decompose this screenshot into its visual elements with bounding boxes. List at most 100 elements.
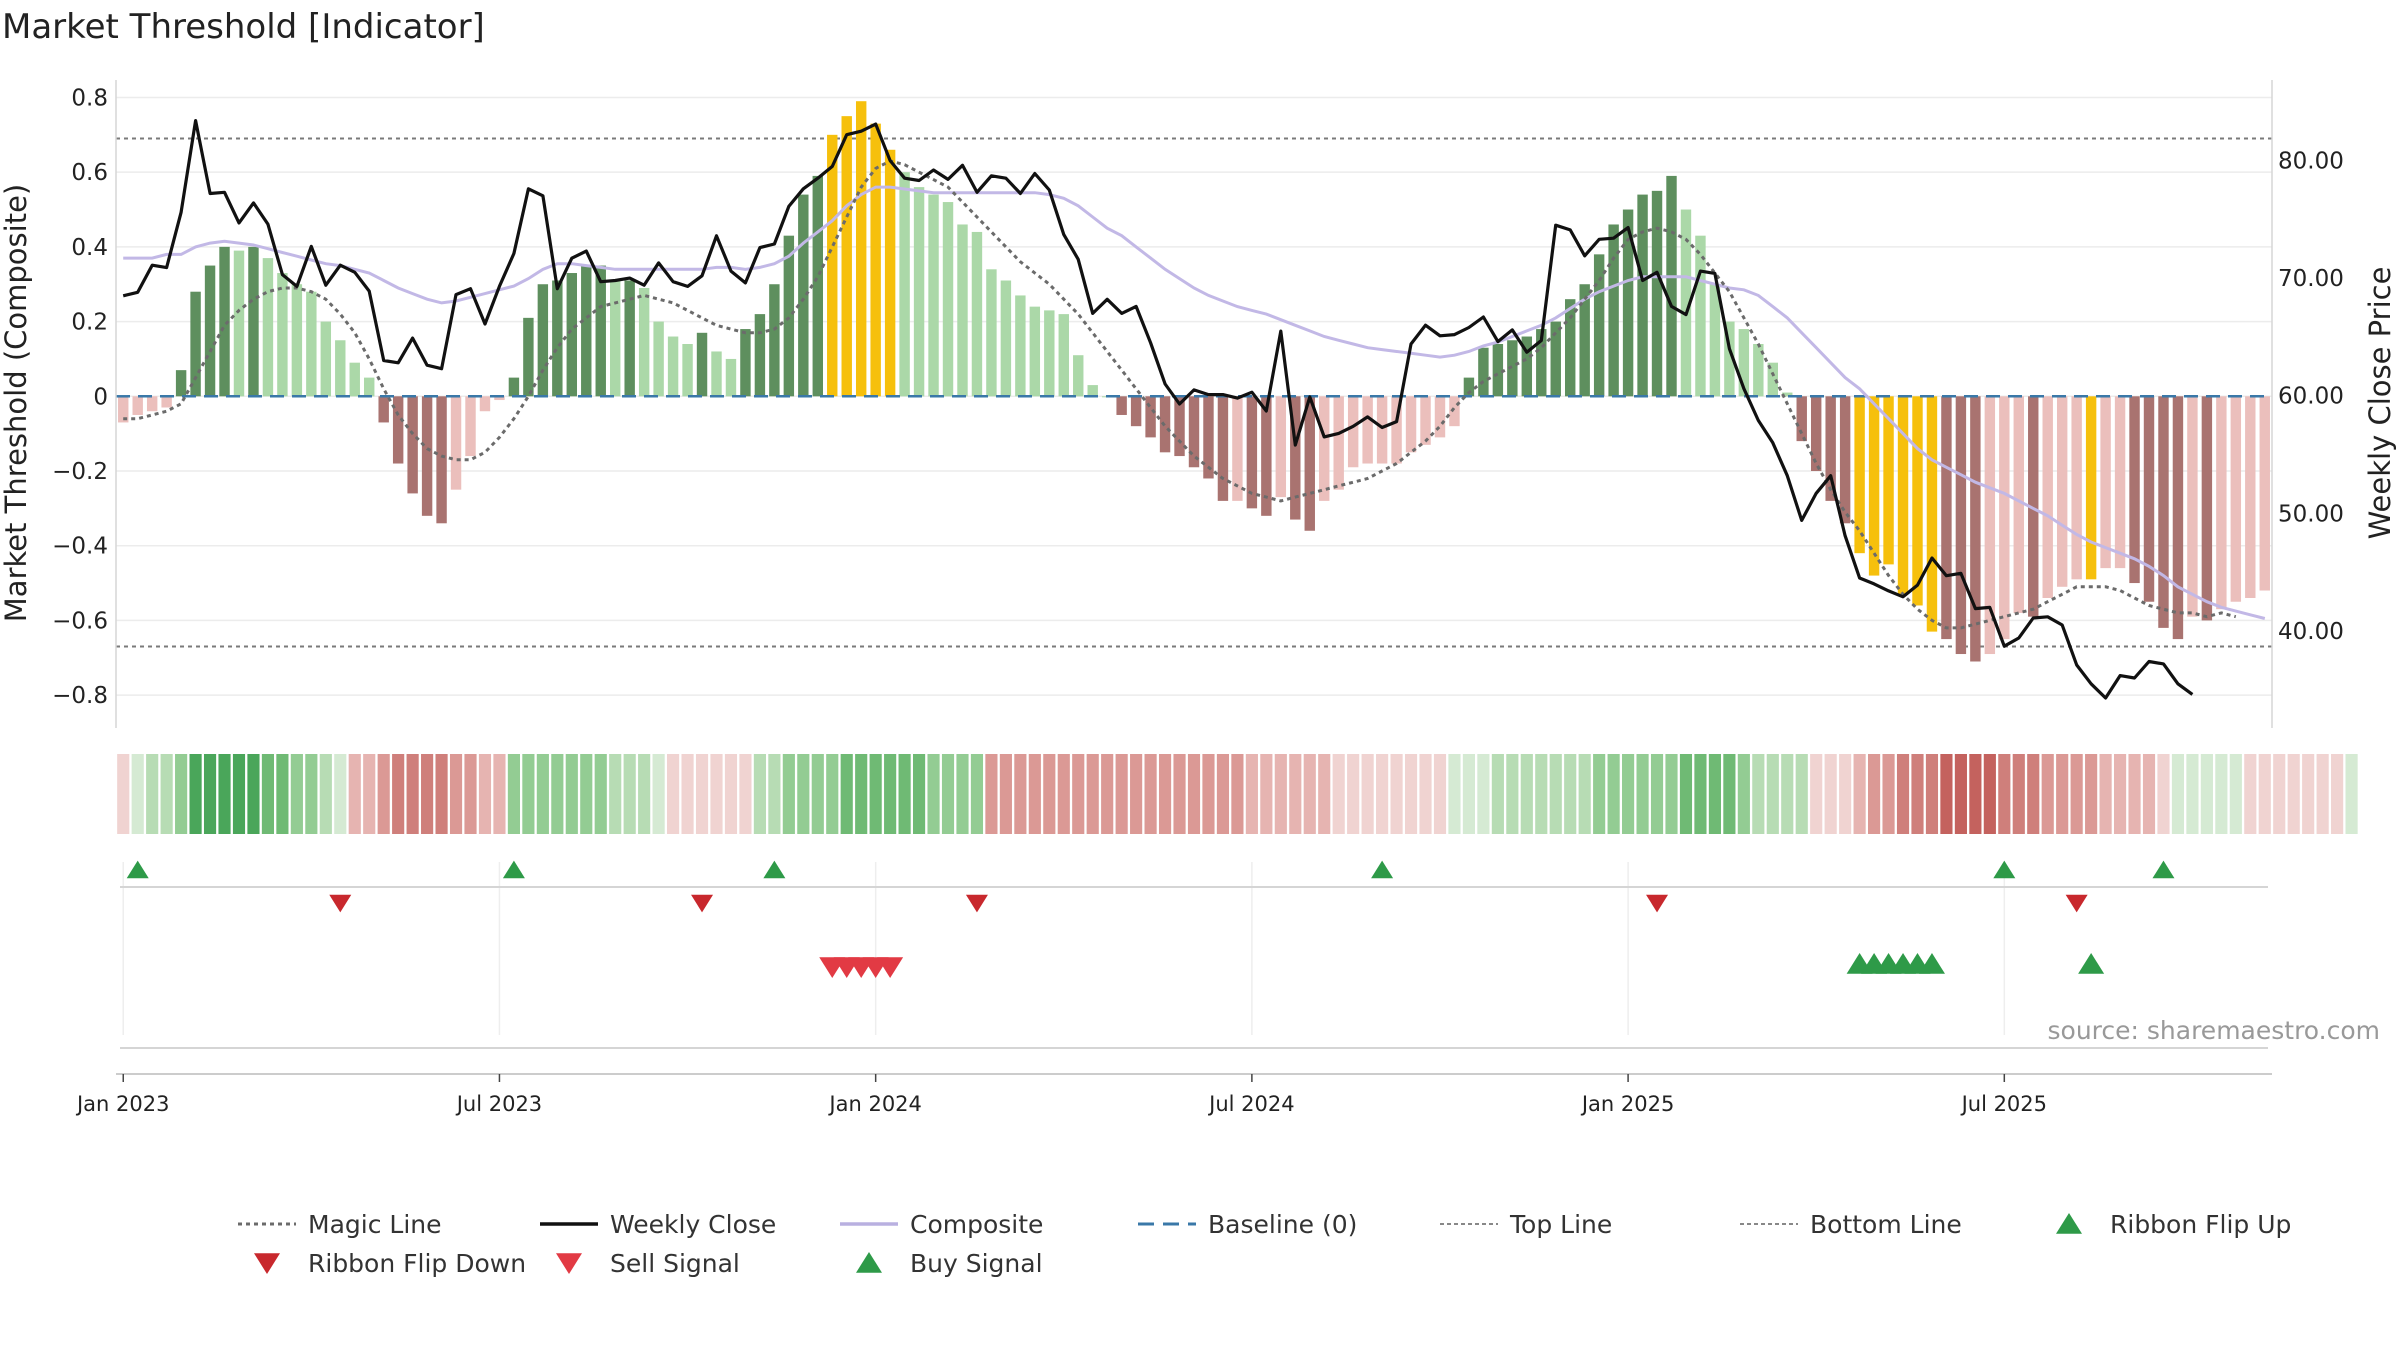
composite-bar-136 [2071,396,2082,580]
composite-bar-115 [1767,362,1779,397]
ribbon-cell-40 [681,754,694,834]
composite-bar-77 [1217,396,1229,501]
composite-bar-87 [1362,396,1373,464]
ribbon-cell-5 [175,754,188,834]
x-tick-label-2: Jan 2024 [827,1092,922,1116]
composite-bar-114 [1753,344,1764,397]
composite-bar-81 [1275,396,1287,498]
composite-bar-74 [1174,396,1185,457]
ribbon-cell-10 [247,754,260,834]
ribbon-cell-143 [2171,754,2185,834]
ribbon-cell-119 [1824,754,1837,834]
ribbon-flip-up-46 [763,860,786,879]
ribbon-cell-146 [2215,754,2228,834]
ribbon-cell-31 [551,754,564,834]
composite-bar-97 [1507,340,1518,397]
composite-bar-17 [349,362,360,397]
ribbon-cell-6 [189,754,202,834]
ribbon-cell-18 [363,754,376,834]
composite-bar-38 [653,321,664,397]
ribbon-cell-125 [1911,754,1924,834]
composite-bar-88 [1376,396,1388,464]
ribbon-cell-55 [898,754,911,834]
composite-bar-16 [335,340,346,397]
ribbon-cell-95 [1477,754,1490,834]
composite-bar-139 [2114,396,2126,569]
composite-bar-27 [494,396,505,401]
composite-bar-137 [2085,396,2097,580]
y-left-tick-label-6: −0.4 [52,534,108,560]
ribbon-cell-52 [855,754,868,834]
ribbon-cell-49 [811,754,824,834]
ribbon-cell-127 [1940,754,1953,834]
ribbon-cell-103 [1593,754,1606,834]
composite-bar-8 [219,246,230,397]
composite-bar-20 [392,396,404,464]
buy-signal-137 [2078,952,2105,974]
y-right-tick-label-1: 70.00 [2278,266,2344,292]
ribbon-cell-28 [507,754,520,834]
ribbon-cell-25 [464,754,477,834]
ribbon-cell-50 [826,754,839,834]
ribbon-cell-135 [2056,754,2069,834]
composite-bar-21 [407,396,418,494]
y-left-tick-label-3: 0.2 [71,310,108,336]
composite-bar-59 [957,224,968,397]
ribbon-cell-114 [1752,754,1765,834]
composite-bar-144 [2187,396,2198,617]
y-left-tick-label-7: −0.6 [52,608,108,634]
ribbon-cell-87 [1361,754,1374,834]
composite-bar-91 [1420,396,1431,445]
x-tick-label-5: Jul 2025 [1960,1092,2047,1116]
ribbon-cell-44 [739,754,752,834]
y-left-tick-label-2: 0.4 [71,235,108,261]
ribbon-cell-47 [782,754,795,834]
composite-bar-93 [1449,396,1460,427]
composite-bar-7 [204,265,216,397]
composite-bar-107 [1651,190,1663,397]
ribbon-cell-121 [1853,754,1866,834]
composite-bar-118 [1810,396,1822,471]
ribbon-cell-36 [623,754,636,834]
ribbon-cell-75 [1187,754,1201,834]
ribbon-cell-43 [724,754,738,834]
ribbon-cell-68 [1086,754,1099,834]
ribbon-cell-128 [1954,754,1967,834]
y-axis-left-label: Market Threshold (Composite) [0,184,33,622]
composite-bar-92 [1434,396,1446,438]
composite-bar-42 [711,351,722,397]
composite-bar-67 [1073,355,1084,397]
composite-bar-141 [2143,396,2155,602]
composite-bar-76 [1203,396,1214,479]
composite-bar-86 [1347,396,1359,468]
legend-label-3: Baseline (0) [1208,1210,1357,1239]
composite-bar-127 [1941,396,1952,640]
ribbon-cell-71 [1130,754,1143,834]
ribbon-cell-83 [1303,754,1316,834]
ribbon-cell-14 [305,754,318,834]
composite-bar-109 [1680,209,1692,397]
x-tick-label-0: Jan 2023 [75,1092,170,1116]
composite-bar-100 [1550,321,1561,397]
composite-bar-23 [436,396,447,524]
composite-bar-40 [682,344,693,397]
composite-bar-52 [855,101,867,397]
y-right-tick-label-2: 60.00 [2278,384,2344,410]
ribbon-cell-124 [1896,754,1910,834]
ribbon-cell-113 [1737,754,1750,834]
ribbon-cell-147 [2229,754,2242,834]
composite-bar-49 [812,175,823,397]
composite-bar-147 [2230,396,2242,602]
composite-bar-32 [566,273,578,397]
ribbon-cell-39 [667,754,680,834]
composite-bar-1 [118,396,129,423]
ribbon-cell-107 [1650,754,1664,834]
ribbon-cell-144 [2186,754,2199,834]
legend-item-7: Ribbon Flip Down [254,1249,526,1278]
ribbon-cell-12 [276,754,289,834]
ribbon-cell-35 [609,754,622,834]
composite-bars [116,101,2272,662]
ribbon-cell-104 [1607,754,1620,834]
y-right-tick-label-4: 40.00 [2278,619,2344,645]
